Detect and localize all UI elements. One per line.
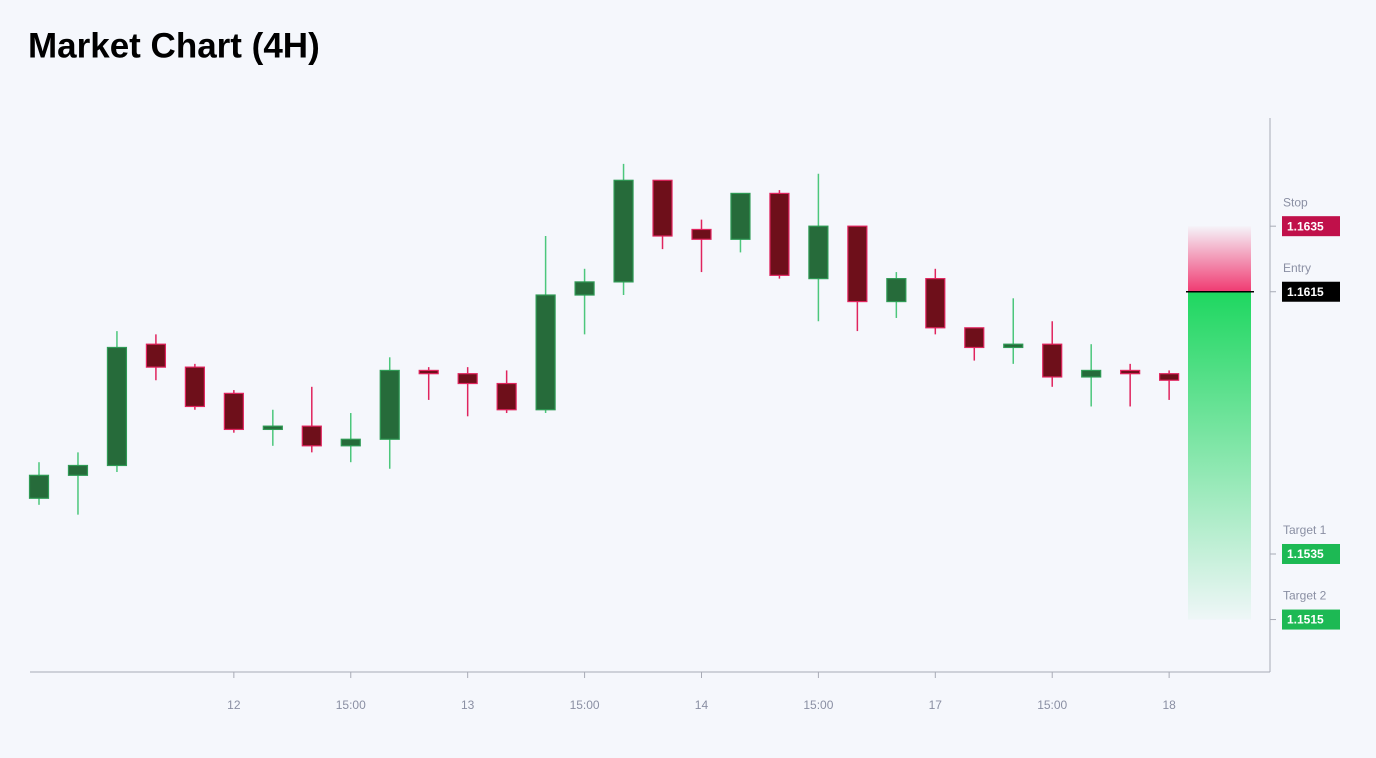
candle-body [301,425,322,447]
candle-body [964,327,985,349]
candle-body [457,373,478,385]
level-value: 1.1535 [1287,547,1324,561]
candle-body [418,369,439,375]
candle-body [769,192,790,276]
candle-body [652,179,673,237]
x-tick-label: 17 [929,698,943,712]
candle-body [613,179,634,283]
level-badge [1282,609,1340,630]
candle-body [1003,343,1024,349]
x-tick-label: 12 [227,698,241,712]
candle-body [535,294,556,411]
x-tick-label: 15:00 [803,698,833,712]
candle-body [67,464,89,476]
candle-body [847,225,868,303]
level-value: 1.1635 [1287,219,1324,233]
candle-body [1081,369,1102,378]
candle-body [496,382,517,411]
level-label: Target 1 [1283,523,1327,537]
x-tick-label: 15:00 [1037,698,1067,712]
level-label: Entry [1283,261,1311,275]
x-tick-label: 14 [695,698,709,712]
candle-body [145,343,167,368]
candle-body [106,346,128,467]
candle-body [925,278,946,329]
level-badge [1282,281,1340,302]
candle-body [1159,373,1180,381]
candle-body [574,281,595,296]
reward-zone [1188,291,1251,620]
candle-body [730,192,751,240]
level-badge [1282,543,1340,564]
candle-body [808,225,829,280]
x-tick-label: 13 [461,698,475,712]
x-tick-label: 15:00 [570,698,600,712]
x-tick-label: 15:00 [336,698,366,712]
candle-body [223,392,244,431]
level-value: 1.1515 [1287,613,1324,627]
candle-body [28,474,50,499]
x-tick-label: 18 [1162,698,1176,712]
level-label: Stop [1283,195,1308,209]
candle-body [379,369,400,440]
level-label: Target 2 [1283,589,1327,603]
level-badge [1282,216,1340,237]
candle-body [262,425,283,431]
chart-title: Market Chart (4H) [28,26,320,65]
risk-zone [1188,226,1251,292]
level-value: 1.1615 [1287,285,1324,299]
candle-body [886,278,907,303]
candle-body [184,366,205,408]
candle-body [691,228,712,240]
candle-body [340,438,361,447]
candle-body [1120,369,1141,375]
candle-body [1042,343,1063,378]
